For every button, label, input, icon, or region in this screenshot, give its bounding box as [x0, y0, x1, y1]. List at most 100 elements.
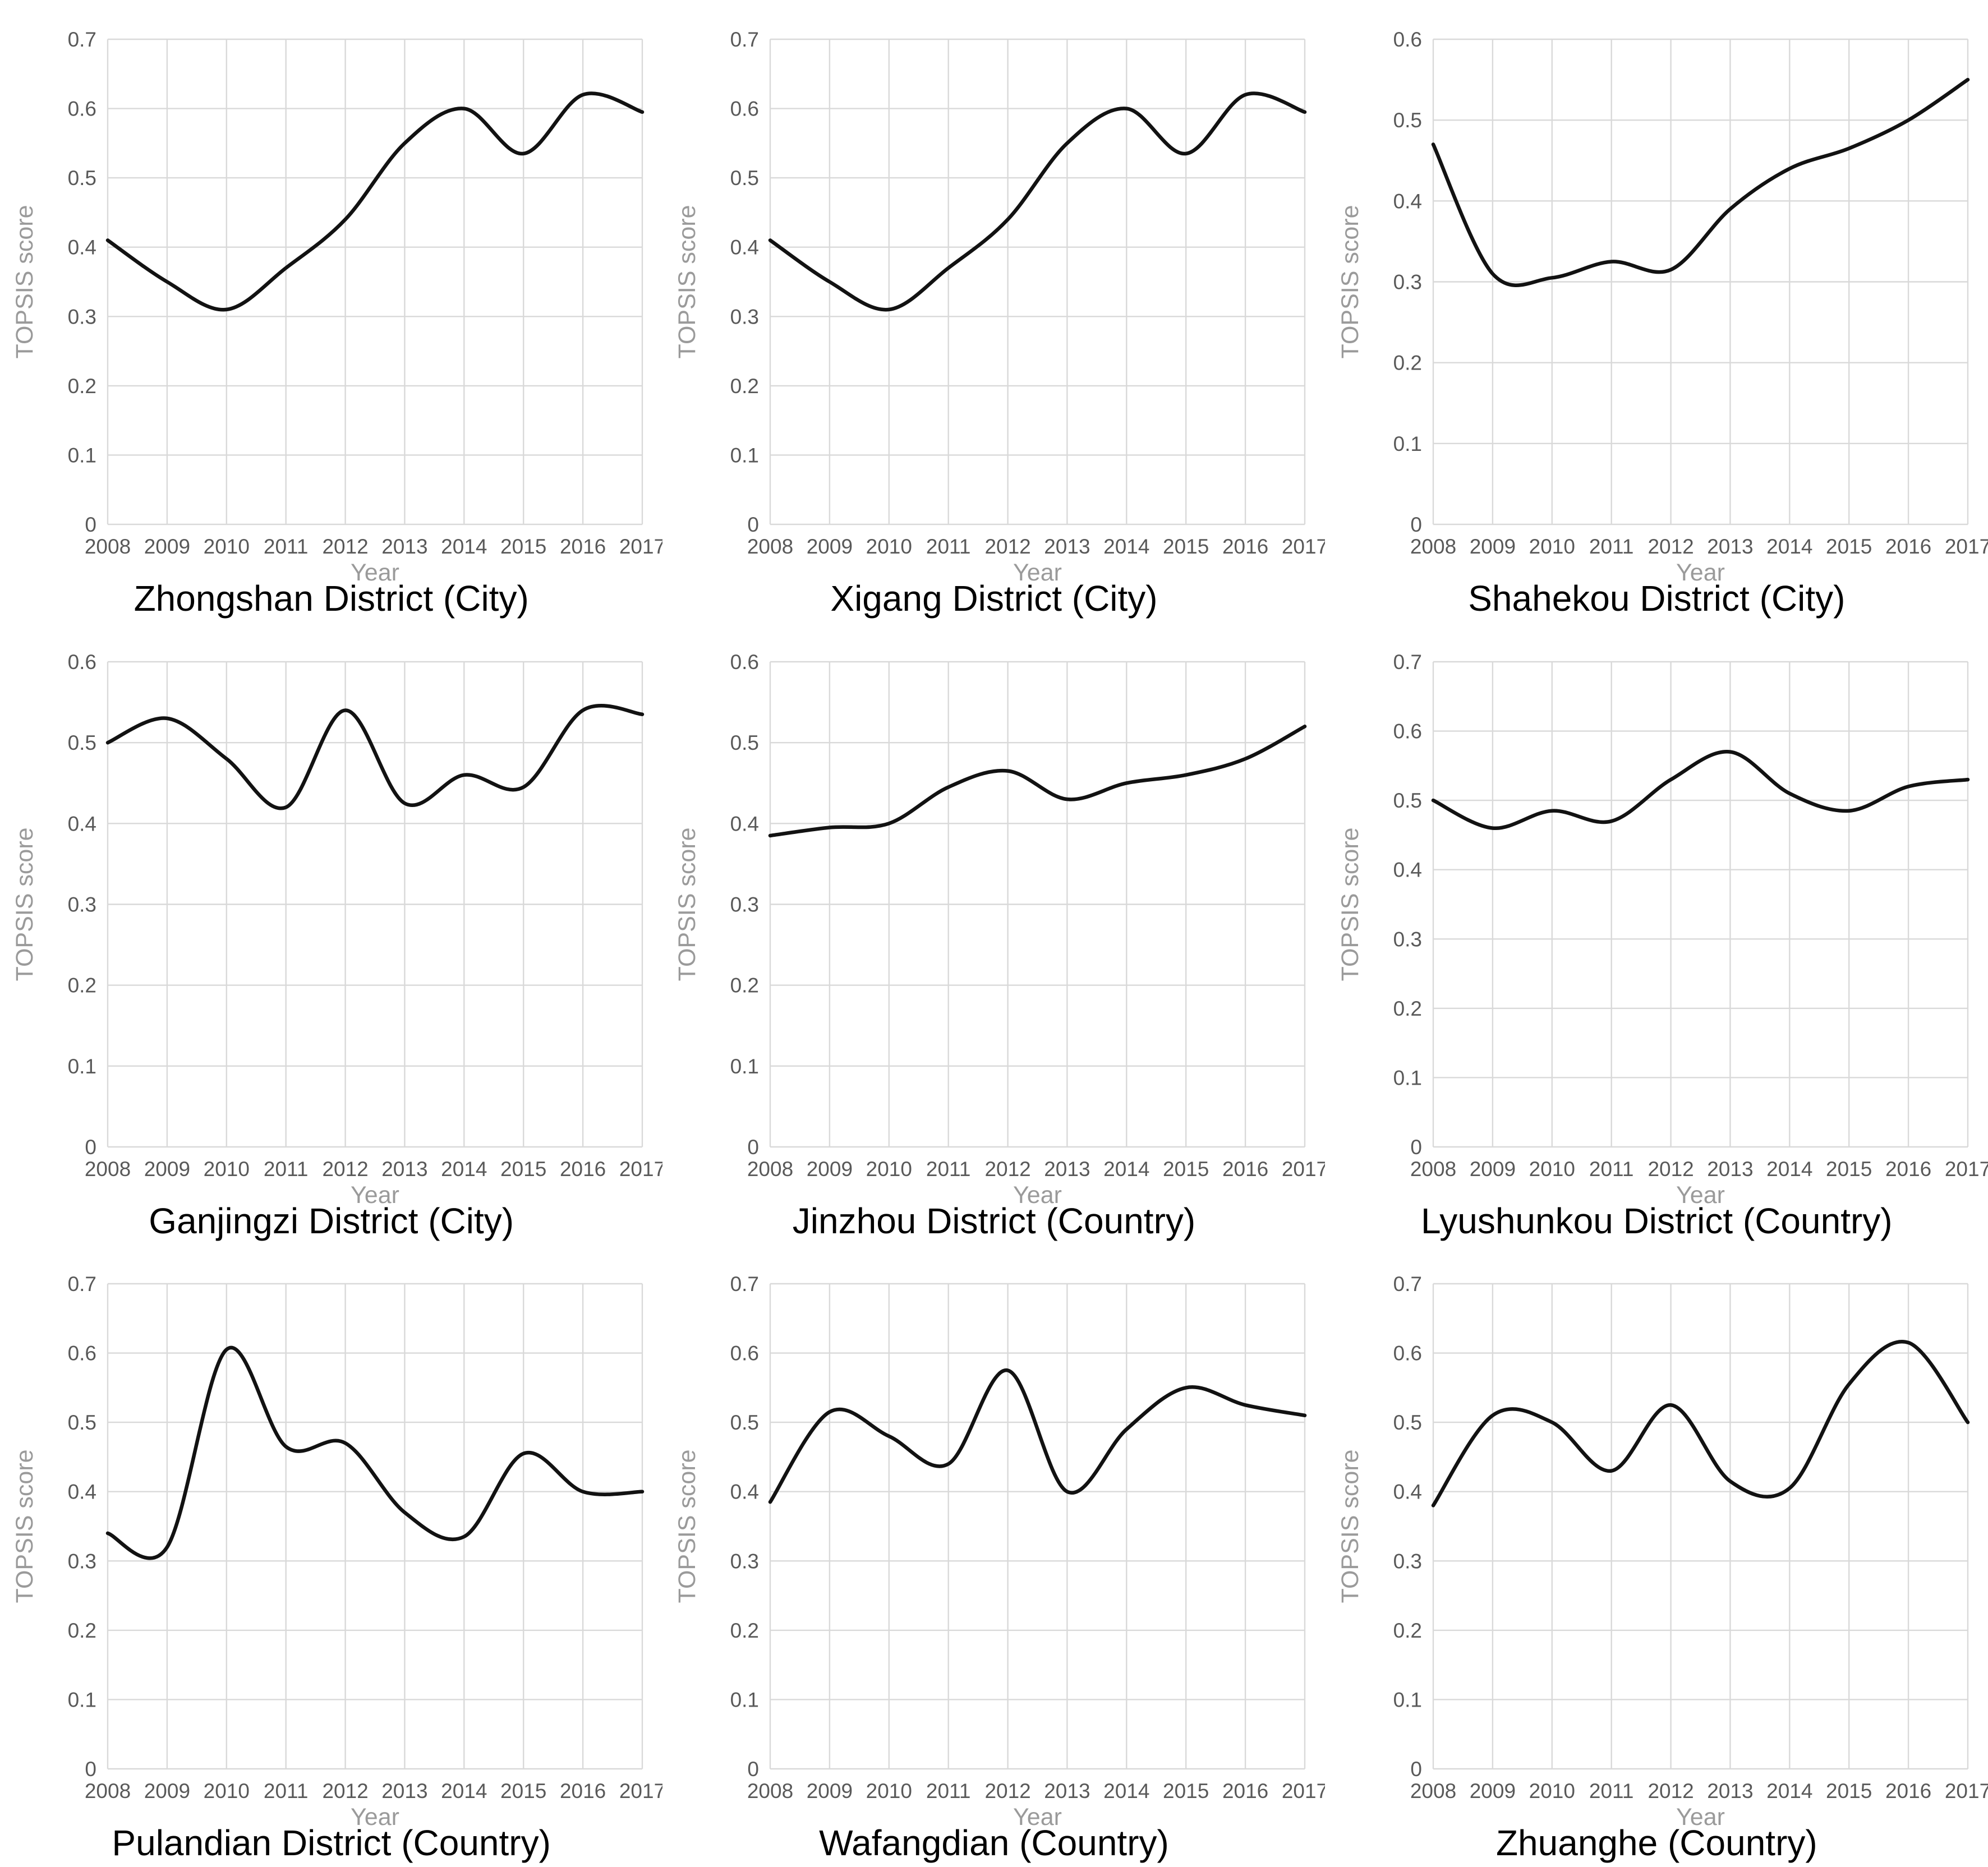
- x-axis-title: Year: [1013, 559, 1062, 582]
- grid-lines: [1432, 661, 1968, 1147]
- chart-title: Jinzhou District (Country): [792, 1200, 1196, 1241]
- x-tick-label: 2017: [1945, 1158, 1988, 1181]
- x-tick-label: 2017: [1945, 535, 1988, 558]
- x-tick-label: 2011: [264, 1780, 309, 1803]
- chart-title: Pulandian District (Country): [112, 1823, 551, 1864]
- x-tick-label: 2017: [1282, 535, 1325, 558]
- y-tick-label: 0: [85, 513, 96, 536]
- y-tick-label: 0.2: [68, 974, 96, 997]
- y-tick-label: 0.6: [730, 651, 759, 674]
- chart-cell-zhongshan: 0 0.1 0.2 0.3 0.4 0.5 0.6 0.7 2008 2009 2010 2011 20…: [0, 0, 662, 623]
- axis-ticks: 0 0.1 0.2 0.3 0.4 0.5 0.6 0.7 2008 2009 2010 2011 20…: [730, 1273, 1325, 1803]
- y-tick-label: 0.2: [68, 375, 96, 398]
- x-axis-title: Year: [351, 559, 399, 582]
- x-tick-label: 2013: [1707, 1158, 1753, 1181]
- y-tick-label: 0.2: [730, 1619, 759, 1642]
- axis-ticks: 0 0.1 0.2 0.3 0.4 0.5 0.6 0.7 2008 2009 2010 2011 20…: [1393, 1273, 1987, 1803]
- y-tick-label: 0.3: [1393, 271, 1421, 294]
- y-tick-label: 0.5: [1393, 109, 1421, 132]
- x-tick-label: 2010: [1529, 535, 1575, 558]
- topsis-series-line: [105, 703, 645, 810]
- y-axis-title: TOPSIS score: [1337, 205, 1364, 358]
- y-axis-title: TOPSIS score: [11, 827, 38, 981]
- y-tick-label: 0.7: [730, 28, 759, 51]
- topsis-series-line: [1431, 749, 1969, 830]
- x-tick-label: 2016: [560, 1158, 606, 1181]
- x-tick-label: 2013: [1707, 535, 1753, 558]
- y-axis-title: TOPSIS score: [1337, 827, 1364, 981]
- x-tick-label: 2012: [1648, 535, 1694, 558]
- x-tick-label: 2014: [441, 1158, 487, 1181]
- y-tick-label: 0.7: [68, 1273, 96, 1296]
- x-tick-label: 2013: [1044, 1780, 1090, 1803]
- x-tick-label: 2016: [1222, 535, 1268, 558]
- y-tick-label: 0.3: [1393, 1550, 1421, 1573]
- x-tick-label: 2014: [1766, 535, 1812, 558]
- x-tick-label: 2013: [381, 1158, 427, 1181]
- x-tick-label: 2008: [1410, 1780, 1456, 1803]
- y-axis-title: TOPSIS score: [674, 1450, 701, 1603]
- y-tick-label: 0.3: [730, 893, 759, 916]
- chart-title: Shahekou District (City): [1468, 578, 1846, 619]
- x-tick-label: 2015: [1163, 1158, 1209, 1181]
- x-tick-label: 2014: [441, 535, 487, 558]
- y-axis-title: TOPSIS score: [674, 205, 701, 358]
- ganjingzi-line-chart: 0 0.1 0.2 0.3 0.4 0.5 0.6 2008 2009 2010 2011 2012 2…: [11, 651, 662, 1205]
- grid-lines: [1432, 1283, 1968, 1770]
- x-tick-label: 2015: [1826, 1780, 1872, 1803]
- y-tick-label: 0.3: [730, 1550, 759, 1573]
- y-tick-label: 0.6: [1393, 720, 1421, 743]
- xigang-line-chart: 0 0.1 0.2 0.3 0.4 0.5 0.6 0.7 2008 2009 2010 2011 20…: [674, 28, 1325, 582]
- x-tick-label: 2011: [926, 535, 971, 558]
- lyushunkou-line-chart: 0 0.1 0.2 0.3 0.4 0.5 0.6 0.7 2008 2009 2010 2011 20…: [1337, 651, 1988, 1205]
- x-tick-label: 2014: [1103, 1158, 1149, 1181]
- y-tick-label: 0.6: [1393, 28, 1421, 51]
- y-tick-label: 0.3: [68, 893, 96, 916]
- chart-title: Xigang District (City): [830, 578, 1158, 619]
- grid-lines: [770, 1283, 1306, 1770]
- axis-ticks: 0 0.1 0.2 0.3 0.4 0.5 0.6 0.7 2008 2009 2010 2011 20…: [730, 28, 1325, 558]
- x-tick-label: 2009: [144, 1158, 190, 1181]
- x-tick-label: 2008: [747, 1158, 793, 1181]
- x-tick-label: 2009: [1469, 1158, 1515, 1181]
- x-tick-label: 2015: [1163, 1780, 1209, 1803]
- y-tick-label: 0.4: [730, 236, 759, 259]
- x-tick-label: 2010: [204, 1158, 250, 1181]
- chart-cell-wafangdian: 0 0.1 0.2 0.3 0.4 0.5 0.6 0.7 2008 2009 2010 2011 20…: [662, 1244, 1325, 1867]
- y-tick-label: 0.1: [1393, 1689, 1421, 1712]
- topsis-series-line: [768, 724, 1307, 837]
- y-tick-label: 0.1: [68, 1054, 96, 1077]
- x-axis-title: Year: [1676, 559, 1725, 582]
- x-tick-label: 2011: [1589, 535, 1634, 558]
- x-tick-label: 2016: [560, 1780, 606, 1803]
- y-tick-label: 0.6: [730, 1342, 759, 1365]
- y-tick-label: 0.5: [730, 731, 759, 754]
- x-tick-label: 2012: [1648, 1780, 1694, 1803]
- grid-lines: [770, 661, 1306, 1147]
- y-tick-label: 0.4: [1393, 858, 1421, 881]
- x-tick-label: 2017: [1282, 1780, 1325, 1803]
- y-tick-label: 0.2: [1393, 1619, 1421, 1642]
- x-axis-title: Year: [1013, 1182, 1062, 1205]
- y-tick-label: 0.5: [730, 1411, 759, 1434]
- x-tick-label: 2010: [1529, 1780, 1575, 1803]
- x-axis-title: Year: [1676, 1804, 1725, 1827]
- y-tick-label: 0.5: [68, 731, 96, 754]
- y-tick-label: 0.5: [68, 167, 96, 190]
- chart-title: Zhuanghe (Country): [1495, 1823, 1817, 1864]
- y-tick-label: 0.4: [68, 812, 96, 835]
- x-tick-label: 2010: [1529, 1158, 1575, 1181]
- y-tick-label: 0.5: [1393, 789, 1421, 812]
- x-tick-label: 2017: [619, 1780, 662, 1803]
- x-axis-title: Year: [1013, 1804, 1062, 1827]
- x-tick-label: 2012: [985, 1780, 1031, 1803]
- y-tick-label: 0: [748, 1758, 760, 1781]
- y-tick-label: 0: [748, 513, 760, 536]
- chart-cell-lyushunkou: 0 0.1 0.2 0.3 0.4 0.5 0.6 0.7 2008 2009 2010 2011 20…: [1326, 623, 1988, 1245]
- chart-title: Lyushunkou District (Country): [1421, 1200, 1893, 1241]
- x-tick-label: 2015: [500, 1780, 546, 1803]
- y-tick-label: 0.2: [730, 375, 759, 398]
- axis-ticks: 0 0.1 0.2 0.3 0.4 0.5 0.6 0.7 2008 2009 2010 2011 20…: [68, 1273, 662, 1803]
- y-tick-label: 0.4: [1393, 1481, 1421, 1504]
